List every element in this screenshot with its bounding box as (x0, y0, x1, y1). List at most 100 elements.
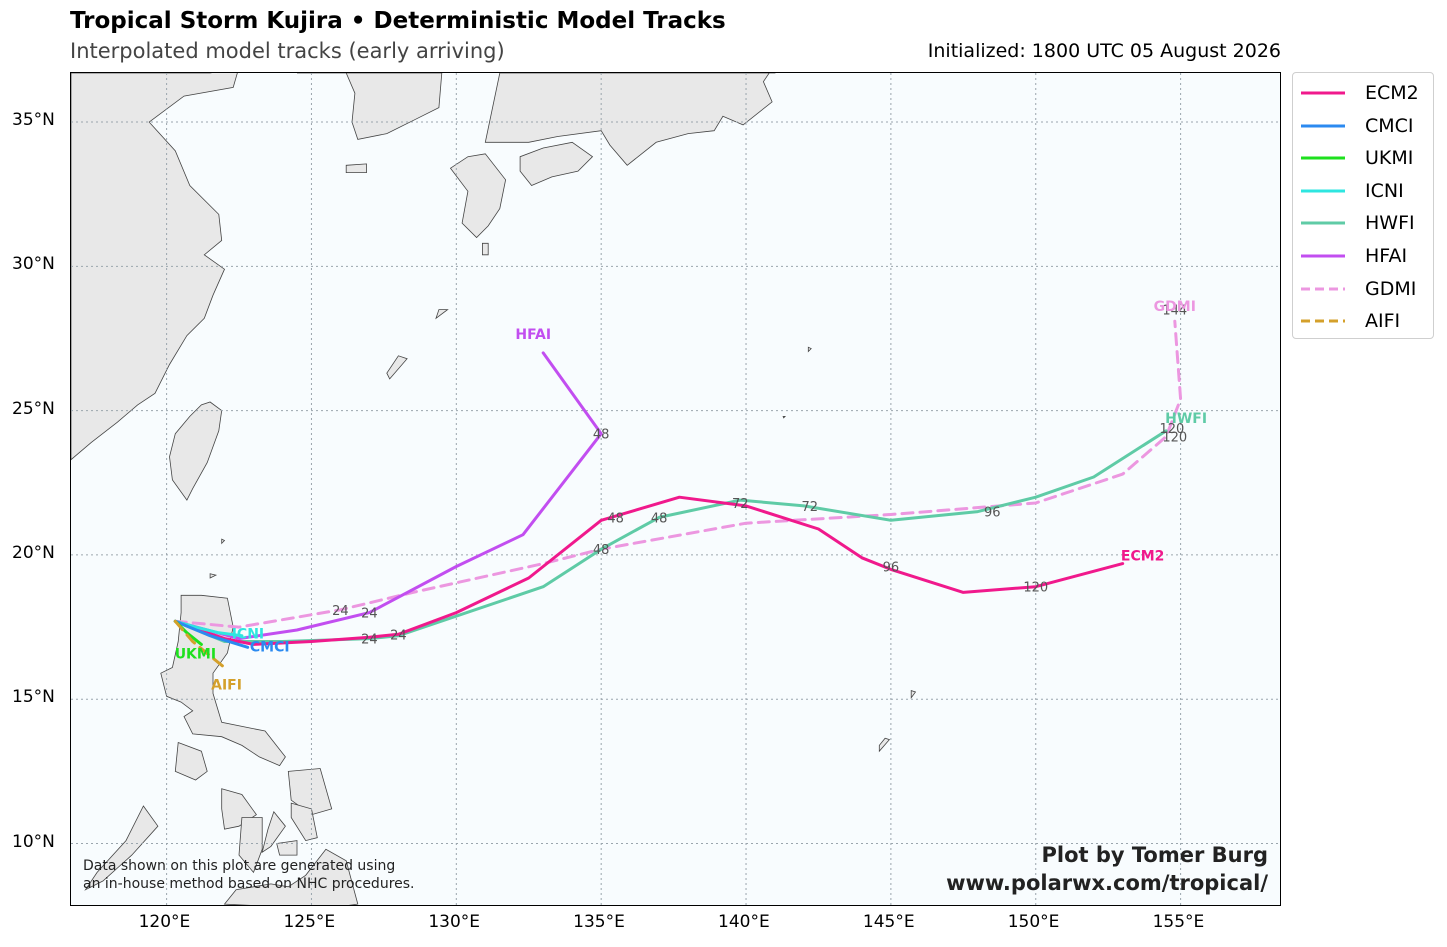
credit-author: Plot by Tomer Burg (1041, 843, 1269, 867)
landmass-layer (71, 73, 917, 905)
legend-label: ICNI (1365, 179, 1404, 202)
lat-tick-label: 35°N (12, 110, 55, 131)
palawan (84, 805, 159, 891)
iwo-jima (782, 416, 787, 419)
lon-tick-label: 120°E (138, 912, 191, 932)
track-end-label: HFAI (515, 327, 551, 343)
track-end-label: AIFI (211, 677, 242, 693)
legend-label: CMCI (1365, 114, 1414, 137)
lat-tick-label: 25°N (12, 398, 55, 419)
lat-tick-label: 30°N (12, 254, 55, 275)
tau-label: 24 (332, 604, 349, 619)
disclaimer-line-1: Data shown on this plot are generated us… (83, 858, 396, 874)
tau-label: 96 (883, 560, 900, 575)
credit: Plot by Tomer Burg www.polarwx.com/tropi… (946, 841, 1268, 897)
legend-label: GDMI (1365, 277, 1417, 300)
china-coast (71, 73, 238, 461)
lon-tick-label: 145°E (862, 912, 915, 932)
track-aifi (173, 619, 226, 669)
map-panel: 24 48 120 144 GDMI 24 48 72 96 120 HWFI 24 48 72 96 120… (70, 72, 1281, 906)
legend-swatch (1301, 124, 1345, 128)
batanes (221, 538, 226, 545)
tau-label: 72 (801, 500, 818, 515)
tau-label: 120 (1162, 431, 1187, 446)
lon-tick-label: 140°E (718, 912, 770, 932)
korea-peninsula (297, 73, 443, 140)
tau-label: 120 (1159, 422, 1184, 437)
legend-item: GDMI (1293, 273, 1433, 305)
legend-item: AIFI (1293, 305, 1433, 337)
legend-swatch (1301, 189, 1345, 193)
legend-item: CMCI (1293, 110, 1433, 142)
gridlines (71, 73, 1280, 905)
legend-item: HFAI (1293, 240, 1433, 272)
track-cmci (173, 619, 250, 649)
model-tracks (173, 319, 1183, 669)
chichijima (807, 346, 812, 353)
disclaimer-line-2: an in-house method based on NHC procedur… (83, 876, 415, 892)
legend: ECM2 CMCI UKMI ICNI HWFI HFAI GDMI AIFI (1292, 72, 1434, 339)
okinawa (386, 355, 408, 380)
track-gdmi (173, 319, 1183, 629)
legend-swatch (1301, 287, 1345, 291)
tau-label: 96 (984, 506, 1001, 521)
track-ecm2 (173, 495, 1125, 646)
credit-url: www.polarwx.com/tropical/ (946, 871, 1268, 895)
amami (435, 309, 449, 320)
legend-label: HWFI (1365, 212, 1415, 235)
guam (878, 737, 891, 753)
track-end-label: ICNI (232, 627, 264, 643)
mindoro (174, 741, 208, 781)
lon-tick-label: 135°E (573, 912, 625, 932)
tau-label: 24 (361, 607, 378, 622)
legend-swatch (1301, 221, 1345, 225)
tau-label: 48 (593, 543, 610, 558)
lon-tick-label: 155°E (1152, 912, 1205, 932)
kyushu (449, 153, 507, 239)
tau-label: 120 (1023, 581, 1048, 596)
legend-label: ECM2 (1365, 82, 1419, 104)
lon-tick-label: 150°E (1007, 912, 1060, 932)
lat-tick-label: 15°N (12, 687, 55, 708)
shikoku (519, 141, 594, 186)
legend-swatch (1301, 156, 1345, 160)
track-end-label: HWFI (1165, 411, 1207, 427)
tau-label: 24 (361, 633, 378, 648)
jeju-island (345, 163, 367, 173)
cebu (261, 810, 286, 854)
taiwan (169, 401, 223, 501)
track-hfai (173, 351, 603, 641)
honshu (484, 73, 776, 166)
track-end-label: GDMI (1154, 299, 1196, 315)
tau-label: 48 (593, 428, 610, 443)
chart-subtitle: Interpolated model tracks (early arrivin… (70, 39, 505, 63)
init-time: Initialized: 1800 UTC 05 August 2026 (927, 40, 1281, 62)
legend-item: UKMI (1293, 142, 1433, 174)
legend-item: ICNI (1293, 175, 1433, 207)
tau-label: 48 (651, 511, 668, 526)
lon-tick-label: 130°E (428, 912, 481, 932)
tau-label: 144 (1162, 304, 1187, 319)
lat-tick-label: 10°N (12, 831, 55, 852)
negros (238, 817, 263, 874)
samar (287, 768, 333, 816)
disclaimer: Data shown on this plot are generated us… (83, 857, 415, 893)
tau-label: 24 (390, 628, 407, 643)
legend-label: UKMI (1365, 147, 1414, 170)
legend-label: AIFI (1365, 310, 1401, 333)
track-end-label: UKMI (175, 646, 216, 662)
tau-label: 72 (732, 497, 749, 512)
mindanao (223, 848, 359, 905)
bohol (276, 840, 298, 856)
lon-tick-label: 125°E (283, 912, 336, 932)
track-end-label: ECM2 (1121, 549, 1165, 565)
saipan (910, 690, 917, 700)
track-end-label: CMCI (250, 639, 290, 655)
tau-label: 48 (607, 511, 624, 526)
legend-label: HFAI (1365, 245, 1408, 267)
legend-swatch (1301, 91, 1345, 95)
legend-item: ECM2 (1293, 77, 1433, 109)
legend-swatch (1301, 254, 1345, 258)
chart-title: Tropical Storm Kujira • Deterministic Mo… (70, 8, 726, 34)
